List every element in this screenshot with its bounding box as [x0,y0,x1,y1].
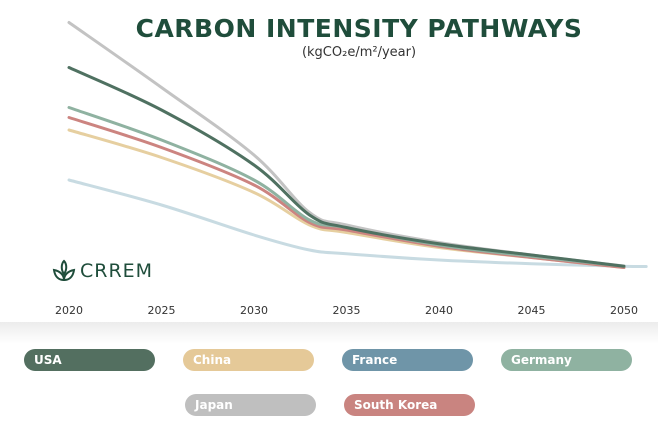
chart-title: CARBON INTENSITY PATHWAYS [135,14,583,43]
x-tick-label: 2035 [333,304,361,317]
crrem-logo: CRREM [52,258,153,284]
series-line-germany [67,106,626,268]
x-tick-label: 2040 [425,304,453,317]
legend-item-china[interactable]: China [183,349,314,371]
line-chart: 2020 2025 2030 2035 2040 2045 2050 [55,21,648,317]
logo-text: CRREM [80,260,154,282]
legend-item-usa[interactable]: USA [24,349,155,371]
x-tick-label: 2030 [240,304,268,317]
x-tick-label: 2020 [55,304,83,317]
leaf-logo-icon [52,259,76,282]
x-tick-label: 2045 [518,304,546,317]
series-line-france [67,178,648,269]
chart-subtitle: (kgCO₂e/m²/year) [301,45,417,60]
legend-item-germany[interactable]: Germany [501,349,632,371]
legend-item-japan[interactable]: Japan [185,394,316,416]
legend-item-france[interactable]: France [342,349,473,371]
x-tick-label: 2025 [148,304,176,317]
legend-item-south-korea[interactable]: South Korea [344,394,475,416]
series-line-china [67,128,626,269]
x-tick-label: 2050 [610,304,638,317]
series-line-usa [67,66,626,268]
divider-shadow [0,322,658,344]
series-line-south-korea [67,116,626,269]
